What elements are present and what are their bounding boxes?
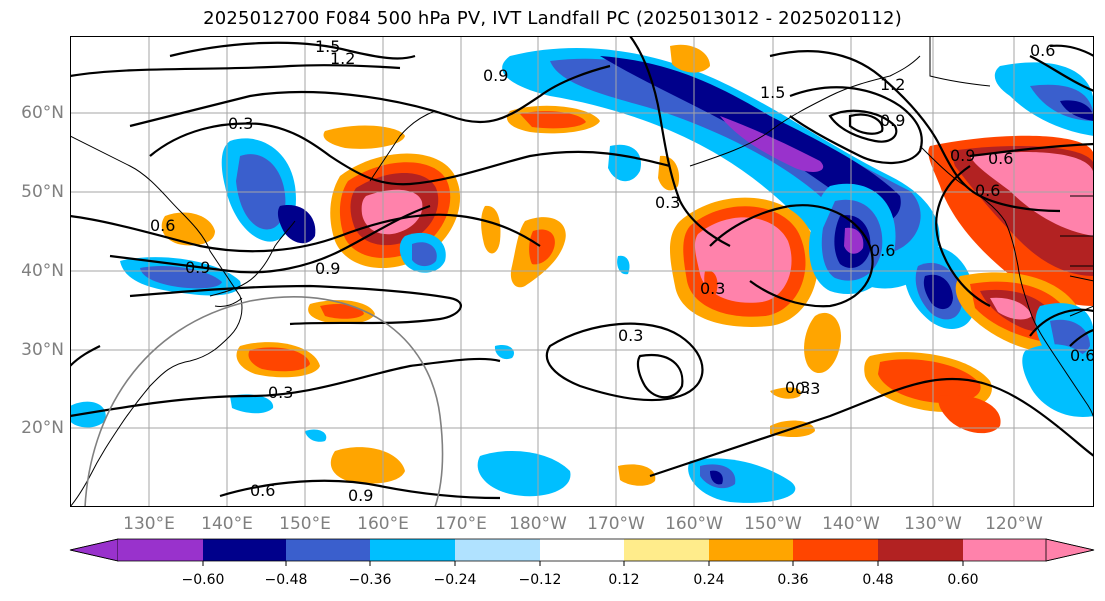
contour-label: 0.3 [795,379,820,398]
lon-label: 170°W [587,514,645,534]
colorbar-swatch [540,539,624,561]
contour-label-layer: 1.51.20.90.30.60.9 0.90.30.30.6 0.90.30.30… [150,37,1094,505]
contour-label: 0.9 [185,258,210,277]
colorbar-tick-label: −0.12 [518,572,562,588]
contour-0-6-central [545,322,704,402]
lat-label: 40°N [21,261,64,281]
contour-0-3-south-2 [649,377,1094,478]
contour-0-6-southeast [1029,308,1094,347]
lat-label: 30°N [21,340,64,360]
contour-label: 1.2 [330,49,355,68]
contour-label: 0.6 [975,181,1000,200]
contour-0-3-mid [129,284,462,326]
colorbar-tick-label: 0.60 [947,572,979,588]
colorbar-tick-label: −0.24 [433,572,477,588]
colorbar-swatch [286,539,370,561]
colorbar-tick-label: 0.12 [608,572,640,588]
contour-0-3-central-north [629,36,731,247]
colorbar-swatch [793,539,878,561]
lon-label: 140°W [822,514,880,534]
colorbar-swatch [370,539,455,561]
colorbar-swatch [963,539,1046,561]
contour-label: 0.9 [483,66,508,85]
map-canvas[interactable]: 1.51.20.90.30.60.9 0.90.30.30.6 0.90.30.30… [70,36,1094,507]
contour-0-3-far-south [219,479,501,500]
contour-label: 0.6 [988,149,1013,168]
lon-label: 150°W [744,514,802,534]
lon-label: 170°E [435,514,487,534]
alaska-coastline [689,55,921,167]
colorbar-swatch [878,539,963,561]
contour-1-2-ridge [828,109,898,143]
colorbar-swatch [624,539,709,561]
colorbar-swatch [118,539,203,561]
contour-0-3-west [149,122,671,186]
colorbar-tick-label: 0.24 [693,572,725,588]
contour-0-6-west [70,213,541,253]
contour-label: 0.3 [268,383,293,402]
colorbar-tick-label: 0.36 [777,572,809,588]
colorbar-extend-low [69,538,119,562]
lon-label: 150°E [279,514,331,534]
contour-label: 0.6 [1030,41,1055,60]
contour-0-3-sw [70,345,101,367]
colorbar-tick-label: −0.60 [181,572,225,588]
contour-0-9-central [636,353,684,399]
colorbar-swatch [455,539,540,561]
contour-label: 0.3 [785,378,810,397]
colorbar-outline [69,538,1095,562]
map-panel[interactable]: 1.5 1.2 0.9 0.3 0.6 0.9 0.9 0.3 0.3 0.6 0.9 0.3 0.3 0… [70,36,1094,507]
colorbar-tick-label: 0.48 [862,572,894,588]
contour-0-6-ridge [769,50,1061,213]
lon-label: 160°E [357,514,409,534]
contour-label: 0.6 [1070,346,1094,365]
lat-label: 60°N [21,103,64,123]
contour-0-6-ne [935,142,1094,307]
contour-label: 0.9 [880,111,905,130]
colorbar-extend-high [1045,538,1095,562]
colorbar-tick-label: −0.48 [264,572,308,588]
contour-1-5-ridge [848,113,884,135]
contour-label: 1.5 [315,37,340,56]
contour-label: 0.9 [348,486,373,505]
contour-label: 0.6 [250,481,275,500]
lon-label: 130°W [904,514,962,534]
lat-label: 20°N [21,418,64,438]
contour-0-9-north [129,64,611,128]
contour-1-5-west [169,41,416,60]
contour-label: 0.3 [655,193,680,212]
lon-label: 160°W [665,514,723,534]
kamchatka-coastline [369,110,436,182]
contour-label: 0.9 [315,259,340,278]
lon-label: 120°W [985,514,1043,534]
colorbar-swatch [709,539,793,561]
lat-label: 50°N [21,182,64,202]
contour-0-9-japan [109,204,431,274]
contour-label: 0.6 [870,241,895,260]
contour-label: 1.2 [880,75,905,94]
contour-label: 0.3 [618,326,643,345]
contour-0-9-ridge [789,86,923,165]
contour-0-3-ridge [709,204,874,308]
contour-label: 0.9 [950,146,975,165]
contour-1-2-west [70,64,401,78]
gray-circle-arc [84,296,444,507]
contour-0-3-south [70,357,501,418]
shaded-field-layer [70,44,1094,503]
contour-0-9-ne [1029,44,1094,93]
contour-label: 1.5 [760,83,785,102]
map-title: 2025012700 F084 500 hPa PV, IVT Landfall… [203,8,902,29]
lon-label: 130°E [123,514,175,534]
colorbar-swatch [203,539,286,561]
asia-coastline [70,135,243,507]
contour-label: 0.3 [700,279,725,298]
lon-label: 180°W [509,514,567,534]
lon-label: 140°E [201,514,253,534]
contour-label: 0.3 [228,114,253,133]
contour-label: 0.6 [150,216,175,235]
colorbar-tick-label: −0.36 [348,572,392,588]
